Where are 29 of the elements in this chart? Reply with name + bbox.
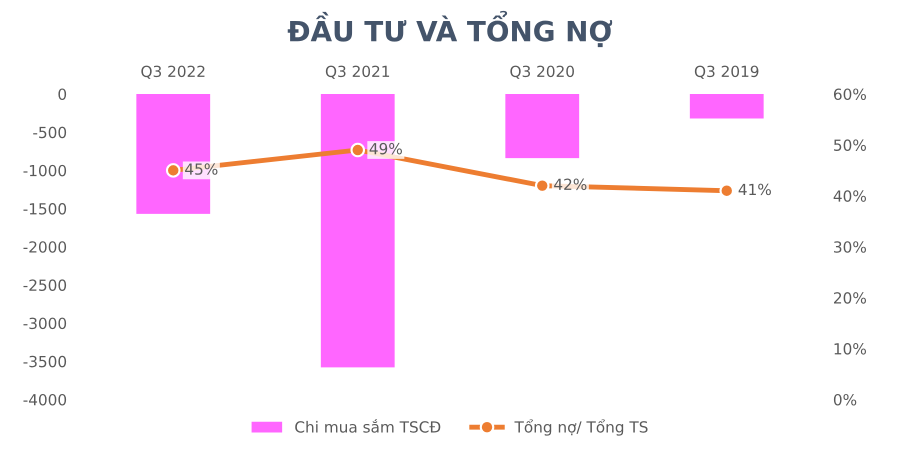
y-tick-label: -2500	[23, 279, 66, 291]
y2-tick-label: 50%	[834, 139, 866, 151]
y2-tick-label: 60%	[834, 88, 866, 100]
x-tick-label: Q3 2021	[326, 66, 390, 79]
y-tick-label: -1000	[23, 164, 66, 176]
point	[350, 142, 366, 158]
y-tick-label: -1500	[23, 203, 66, 215]
y-tick-label: -3500	[23, 356, 66, 368]
y-tick-label: -2000	[23, 241, 66, 253]
y2-tick-label: 20%	[834, 292, 866, 304]
y2-tick-label: 10%	[834, 343, 866, 355]
legend-label: Chi mua sắm TSCĐ	[295, 419, 440, 433]
y-tick-label: -3000	[23, 318, 66, 330]
y2-tick-label: 40%	[834, 190, 866, 202]
y-tick-label: -4000	[23, 394, 66, 406]
y-tick-label: -500	[33, 126, 66, 138]
y2-tick-label: 0%	[834, 394, 856, 406]
x-tick-label: Q3 2019	[694, 66, 758, 79]
chart-title: ĐẦU TƯ VÀ TỔNG NỢ	[288, 10, 612, 48]
y-tick-label: 0	[58, 88, 66, 100]
data-label: 42%	[554, 178, 586, 190]
x-tick-label: Q3 2022	[141, 66, 204, 79]
y2-tick-label: 30%	[834, 241, 866, 253]
data-label: 41%	[738, 184, 771, 196]
data-label: 49%	[370, 142, 402, 154]
legend-label: Tổng nợ/ Tổng TS	[514, 419, 648, 436]
x-tick-label: Q3 2020	[510, 66, 574, 79]
point	[166, 163, 181, 178]
data-label: 45%	[185, 163, 218, 175]
